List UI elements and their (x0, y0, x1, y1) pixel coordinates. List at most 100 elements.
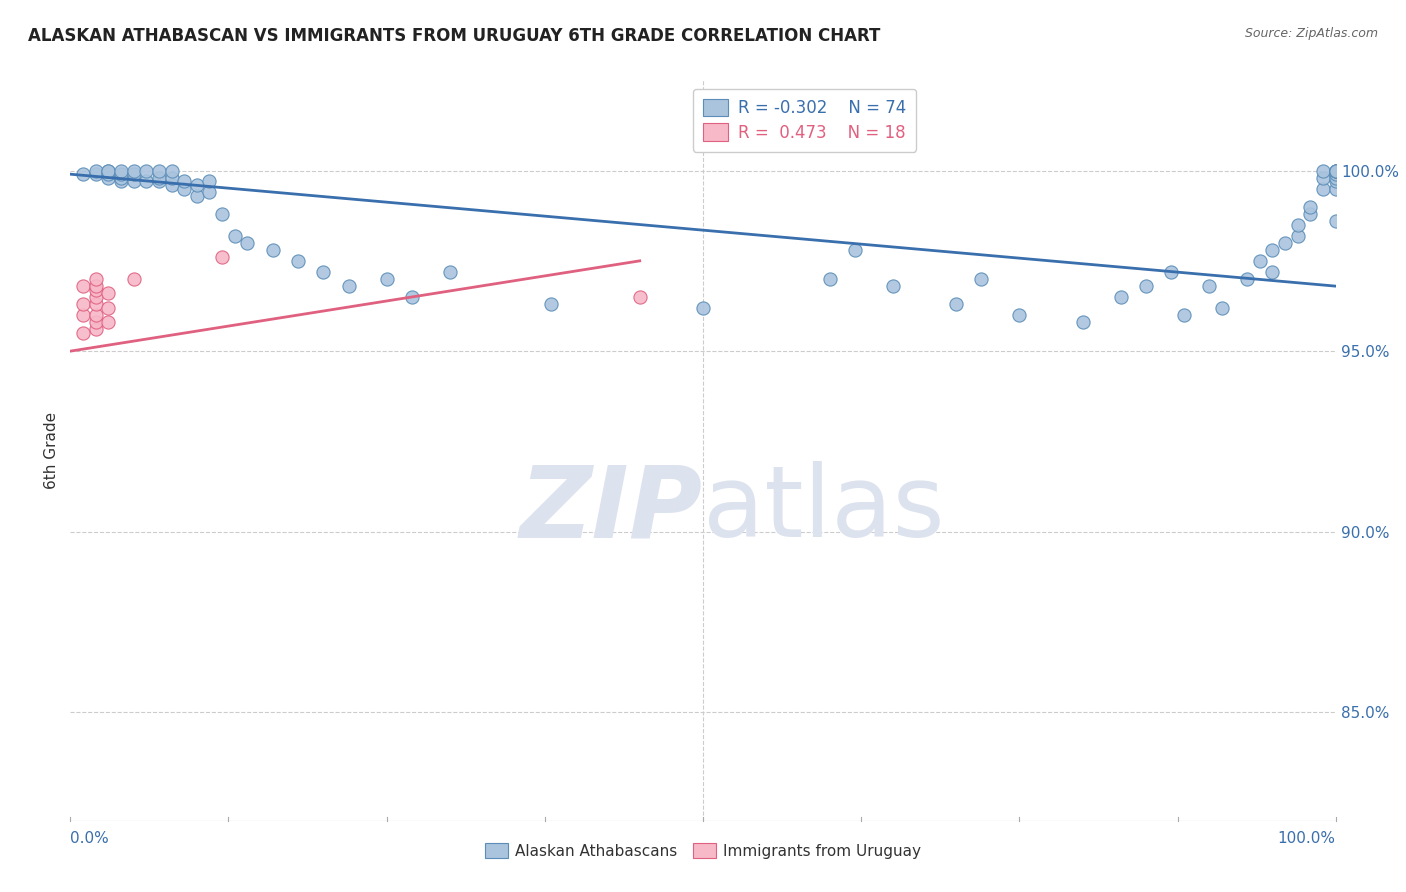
Point (970, 272, 993, 286)
Point (148, 170, 170, 185)
Point (1312, 163, 1334, 178)
Point (1274, 235, 1296, 250)
Point (97, 163, 120, 178)
Point (1312, 181, 1334, 195)
Text: atlas: atlas (703, 461, 945, 558)
Point (148, 174, 170, 188)
Point (173, 181, 195, 195)
Point (1324, 167, 1347, 181)
Point (1211, 301, 1233, 315)
Point (1324, 163, 1347, 178)
Point (1160, 265, 1182, 279)
Point (1324, 214, 1347, 228)
Point (1286, 228, 1309, 243)
Point (135, 174, 157, 188)
Point (818, 272, 841, 286)
Point (84, 315, 107, 329)
Point (1261, 243, 1284, 257)
Point (1286, 218, 1309, 232)
Point (1324, 181, 1347, 195)
Point (882, 279, 904, 293)
Point (72, 279, 94, 293)
Point (945, 297, 967, 311)
Point (84, 290, 107, 304)
Point (72, 297, 94, 311)
Point (211, 250, 233, 264)
Point (375, 272, 398, 286)
Point (186, 178, 208, 192)
Point (540, 297, 562, 311)
Point (72, 308, 94, 322)
Point (173, 174, 195, 188)
Point (337, 279, 360, 293)
Point (84, 308, 107, 322)
Point (122, 163, 145, 178)
Point (110, 174, 132, 188)
Point (97, 315, 120, 329)
Point (844, 243, 866, 257)
Point (1008, 308, 1031, 322)
Text: Source: ZipAtlas.com: Source: ZipAtlas.com (1244, 27, 1378, 40)
Point (1324, 170, 1347, 185)
Point (97, 286, 120, 301)
Point (110, 170, 132, 185)
Point (628, 290, 651, 304)
Text: ZIP: ZIP (520, 461, 703, 558)
Point (1312, 170, 1334, 185)
Point (1324, 163, 1347, 178)
Point (1299, 207, 1322, 221)
Text: 100.0%: 100.0% (1278, 831, 1336, 847)
Point (84, 272, 107, 286)
Point (1173, 308, 1195, 322)
Point (1324, 174, 1347, 188)
Point (97, 163, 120, 178)
Point (160, 170, 183, 185)
Point (439, 265, 461, 279)
Point (160, 178, 183, 192)
Point (692, 301, 714, 315)
Point (97, 167, 120, 181)
Point (312, 265, 335, 279)
Point (236, 235, 259, 250)
Point (211, 207, 233, 221)
Point (1299, 200, 1322, 214)
Point (84, 163, 107, 178)
Point (1324, 163, 1347, 178)
Point (122, 174, 145, 188)
Point (84, 279, 107, 293)
Point (84, 322, 107, 336)
Point (110, 167, 132, 181)
Legend: Alaskan Athabascans, Immigrants from Uruguay: Alaskan Athabascans, Immigrants from Uru… (478, 837, 928, 865)
Point (1324, 163, 1347, 178)
Point (224, 228, 246, 243)
Point (84, 167, 107, 181)
Point (97, 170, 120, 185)
Point (160, 163, 183, 178)
Point (72, 326, 94, 340)
Point (135, 163, 157, 178)
Text: 0.0%: 0.0% (70, 831, 110, 847)
Point (1261, 265, 1284, 279)
Point (1071, 315, 1094, 329)
Point (262, 243, 284, 257)
Point (84, 297, 107, 311)
Point (84, 283, 107, 297)
Point (1198, 279, 1220, 293)
Point (97, 301, 120, 315)
Point (110, 163, 132, 178)
Text: ALASKAN ATHABASCAN VS IMMIGRANTS FROM URUGUAY 6TH GRADE CORRELATION CHART: ALASKAN ATHABASCAN VS IMMIGRANTS FROM UR… (28, 27, 880, 45)
Point (122, 167, 145, 181)
Point (287, 253, 309, 268)
Point (1135, 279, 1157, 293)
Point (72, 167, 94, 181)
Point (122, 272, 145, 286)
Point (401, 290, 423, 304)
Point (1109, 290, 1132, 304)
Point (198, 174, 221, 188)
Point (198, 186, 221, 200)
Y-axis label: 6th Grade: 6th Grade (44, 412, 59, 489)
Point (186, 189, 208, 203)
Point (1249, 253, 1271, 268)
Point (148, 163, 170, 178)
Point (1236, 272, 1258, 286)
